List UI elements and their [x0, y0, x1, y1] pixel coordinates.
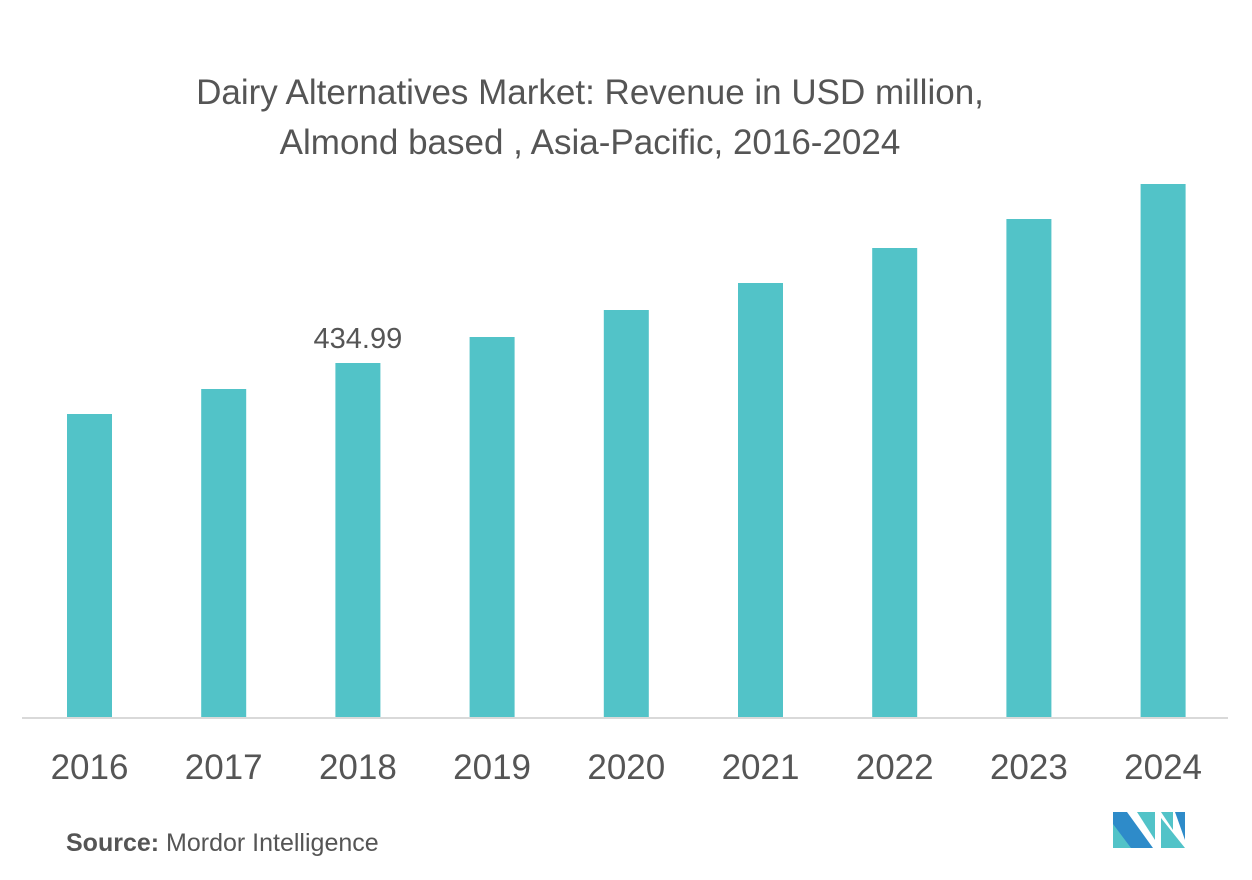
bar-2023	[1006, 219, 1052, 718]
bar-2022	[872, 248, 918, 718]
source-label: Source:	[66, 829, 160, 857]
logo-shape-3	[1137, 812, 1155, 840]
x-tick-label-2017: 2017	[185, 748, 263, 787]
bar-2021	[738, 283, 783, 718]
bar-2017	[201, 389, 247, 718]
x-tick-label-2016: 2016	[51, 748, 129, 787]
logo-shape-4	[1161, 812, 1173, 830]
data-labels: 434.99	[314, 323, 403, 355]
bar-2016	[67, 414, 112, 718]
source-value: Mordor Intelligence	[166, 829, 379, 857]
x-tick-label-2023: 2023	[990, 748, 1068, 787]
logo-shape-2	[1113, 824, 1131, 848]
x-tick-labels: 2016 2017 2018 2019 2020 2021 2022 2023 2024	[51, 748, 1202, 787]
chart-title-block: Dairy Alternatives Market: Revenue in US…	[0, 68, 1180, 168]
x-tick-label-2021: 2021	[722, 748, 800, 787]
x-tick-label-2019: 2019	[453, 748, 531, 787]
mordor-intelligence-logo	[1113, 812, 1185, 848]
logo-shape-5	[1161, 818, 1185, 848]
source-note: Source: Mordor Intelligence	[66, 829, 379, 858]
data-label-2018: 434.99	[314, 323, 403, 355]
bars-group	[67, 184, 1186, 718]
logo-shape-6	[1175, 812, 1185, 840]
x-tick-label-2022: 2022	[856, 748, 934, 787]
bar-2020	[603, 310, 649, 718]
x-tick-label-2020: 2020	[587, 748, 665, 787]
bar-2018	[335, 363, 381, 718]
bar-2024	[1140, 184, 1186, 718]
bar-2019	[469, 337, 515, 718]
chart-title: Dairy Alternatives Market: Revenue in US…	[196, 73, 984, 112]
x-tick-label-2024: 2024	[1124, 748, 1202, 787]
x-tick-label-2018: 2018	[319, 748, 397, 787]
chart-subtitle: Almond based , Asia-Pacific, 2016-2024	[279, 123, 901, 162]
